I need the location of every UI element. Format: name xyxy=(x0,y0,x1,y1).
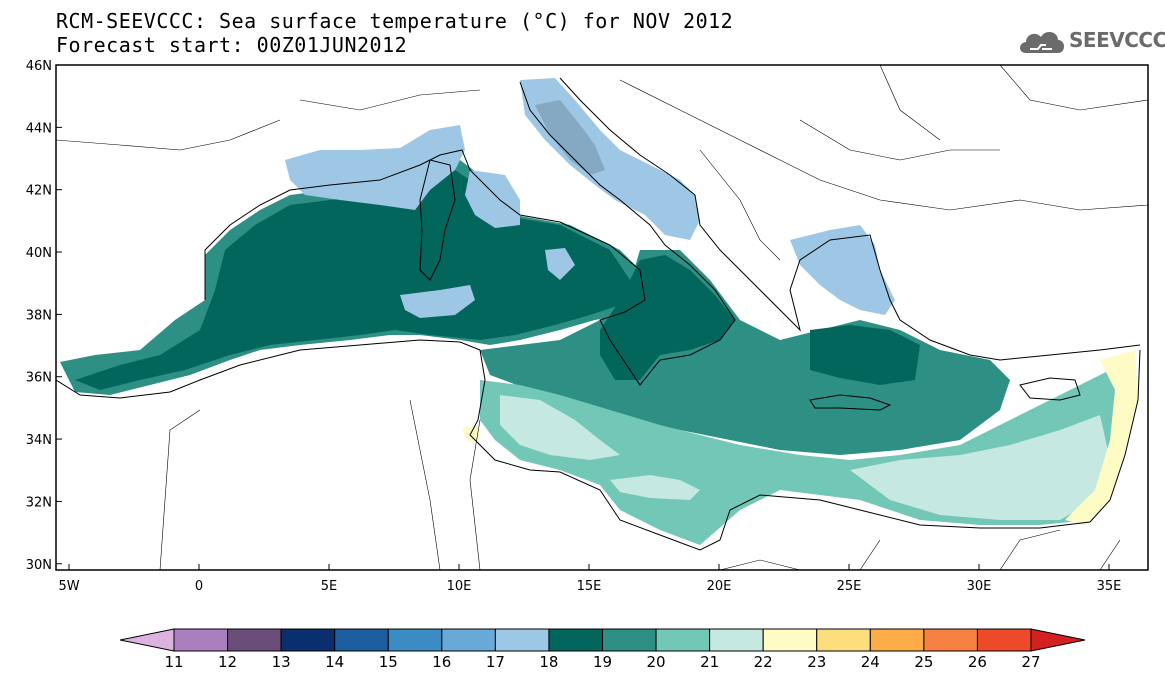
x-tick-label: 35E xyxy=(1097,579,1122,594)
sst-region-lion-17 xyxy=(285,125,465,210)
sst-region-aegean-17 xyxy=(790,225,895,315)
colorbar-label: 19 xyxy=(593,653,612,671)
x-tick-label: 5W xyxy=(58,579,79,594)
sst-region-crete-18 xyxy=(810,325,920,385)
sst-region-adriatic-17 xyxy=(520,78,700,240)
y-tick-label: 42N xyxy=(26,184,52,199)
sst-region-balearic-17 xyxy=(400,285,475,318)
sst-field xyxy=(56,65,1148,570)
colorbar-label: 25 xyxy=(914,653,933,671)
x-tick-label: 20E xyxy=(707,579,732,594)
cloud-icon xyxy=(1020,31,1064,53)
sst-region-tyr-patch-17 xyxy=(545,248,575,280)
x-tick-label: 10E xyxy=(447,579,472,594)
sst-region-sirte-21 xyxy=(610,475,700,500)
colorbar-box xyxy=(709,628,764,652)
colorbar-label: 24 xyxy=(861,653,880,671)
colorbar-label: 12 xyxy=(218,653,237,671)
colorbar-label: 26 xyxy=(968,653,987,671)
colorbar-label: 11 xyxy=(164,653,183,671)
colorbar-box xyxy=(387,628,443,652)
colorbar-box xyxy=(602,628,657,652)
x-tick-label: 15E xyxy=(577,579,602,594)
map-title: RCM-SEEVCCC: Sea surface temperature (°C… xyxy=(56,9,734,33)
colorbar-label: 17 xyxy=(486,653,505,671)
sst-region-tyrrhenian-17 xyxy=(465,170,520,228)
colorbar-box xyxy=(441,628,496,652)
colorbar-box xyxy=(548,628,603,652)
y-tick-label: 46N xyxy=(26,59,52,74)
colorbar-box xyxy=(334,628,389,652)
x-tick-label: 5E xyxy=(321,579,338,594)
colorbar-high-triangle xyxy=(1030,628,1086,652)
colorbar-label: 13 xyxy=(272,653,291,671)
seevccc-logo: SEEVCCC xyxy=(1016,25,1165,57)
x-tick-label: 30E xyxy=(967,579,992,594)
y-axis: 30N 32N 34N 36N 38N 40N 42N 44N 46N xyxy=(26,59,62,573)
colorbar-box xyxy=(923,628,978,652)
colorbar-label: 22 xyxy=(754,653,773,671)
y-tick-label: 30N xyxy=(26,558,52,573)
colorbar-label: 23 xyxy=(807,653,826,671)
logo-text: SEEVCCC xyxy=(1069,28,1165,52)
colorbar-box xyxy=(280,628,336,652)
colorbar-label: 14 xyxy=(325,653,344,671)
x-tick-label: 0 xyxy=(195,579,203,594)
y-tick-label: 36N xyxy=(26,371,52,386)
sst-region-ionian-18 xyxy=(600,255,735,380)
sst-region-central-19 xyxy=(480,250,1010,455)
colorbar-box xyxy=(762,628,818,652)
sst-region-levant-coast-22 xyxy=(1065,350,1138,525)
y-tick-label: 34N xyxy=(26,433,52,448)
colorbar: 11 12 13 14 15 16 17 18 19 20 21 22 23 24 25 26 27 xyxy=(119,628,1086,671)
colorbar-box xyxy=(494,628,550,652)
colorbar-label: 20 xyxy=(647,653,666,671)
y-tick-label: 44N xyxy=(26,121,52,136)
y-tick-label: 40N xyxy=(26,246,52,261)
colorbar-box xyxy=(976,628,1032,652)
sst-region-levant-21 xyxy=(850,415,1110,520)
coastlines xyxy=(56,77,1141,551)
y-tick-label: 32N xyxy=(26,495,52,510)
colorbar-label: 15 xyxy=(379,653,398,671)
plot-frame xyxy=(55,64,1149,571)
colorbar-label: 18 xyxy=(539,653,558,671)
country-borders xyxy=(56,65,1148,570)
colorbar-label: 21 xyxy=(700,653,719,671)
colorbar-label: 27 xyxy=(1021,653,1040,671)
x-tick-label: 25E xyxy=(837,579,862,594)
colorbar-box xyxy=(655,628,711,652)
forecast-start-label: Forecast start: 00Z01JUN2012 xyxy=(56,33,408,57)
colorbar-box xyxy=(173,628,229,652)
colorbar-label: 16 xyxy=(432,653,451,671)
colorbar-box xyxy=(869,628,925,652)
colorbar-box xyxy=(816,628,871,652)
sst-region-adriatic-16 xyxy=(535,100,605,175)
colorbar-low-triangle xyxy=(119,628,175,652)
colorbar-box xyxy=(227,628,282,652)
sst-region-tunisia-21 xyxy=(500,395,620,460)
y-tick-label: 38N xyxy=(26,308,52,323)
x-axis: 5W 0 5E 10E 15E 20E 25E 30E 35E xyxy=(58,564,1121,594)
